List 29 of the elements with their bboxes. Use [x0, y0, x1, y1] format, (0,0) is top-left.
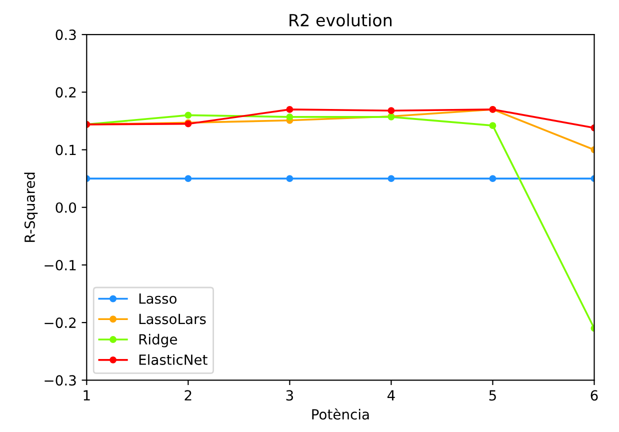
x-tick-label: 2	[184, 390, 192, 400]
legend-label: Lasso	[139, 293, 177, 304]
point	[286, 113, 294, 120]
point	[184, 175, 192, 182]
y-tick-label: −0.2	[44, 318, 76, 328]
legend-label: ElasticNet	[139, 354, 208, 365]
x-tick-label: 3	[286, 390, 293, 401]
point	[489, 175, 496, 182]
x-tick-label: 1	[84, 390, 90, 400]
point	[286, 175, 294, 182]
x-tick-label: 5	[489, 390, 496, 401]
point	[489, 122, 496, 130]
y-tick-label: 0.0	[56, 202, 76, 213]
point	[184, 112, 192, 119]
y-tick-label: −0.1	[44, 260, 76, 270]
y-tick-label: −0.3	[44, 375, 76, 386]
point	[388, 175, 395, 182]
x-tick-label: 4	[387, 390, 395, 400]
point	[388, 107, 395, 114]
x-tick-label: 6	[590, 390, 598, 401]
chart-title: R2 evolution	[290, 14, 392, 26]
x-axis-title: Potència	[312, 408, 369, 420]
y-tick-label: 0.3	[56, 30, 76, 40]
point	[286, 106, 294, 113]
y-axis-title: R-Squared	[24, 172, 38, 242]
y-tick-label: 0.1	[56, 144, 76, 156]
legend-label: LassoLars	[139, 314, 206, 324]
legend-label: Ridge	[139, 334, 177, 348]
y-tick-label: 0.2	[56, 87, 76, 98]
